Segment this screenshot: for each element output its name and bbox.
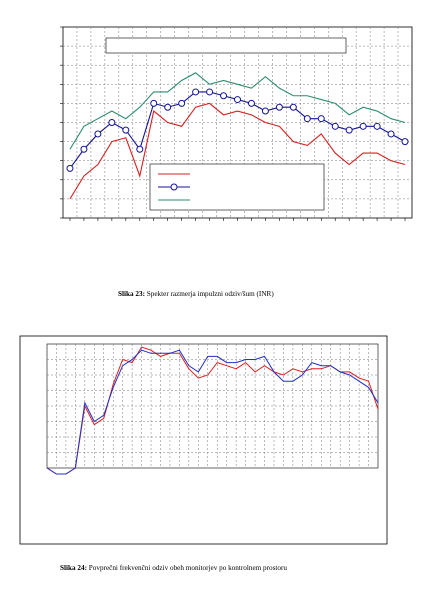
data-point: [317, 115, 325, 123]
caption-label: Slika 24:: [60, 564, 87, 572]
data-point: [387, 130, 395, 138]
data-point: [373, 122, 381, 130]
data-point: [247, 99, 255, 107]
data-point: [206, 88, 214, 96]
caption-slika-24: Slika 24: Povprečni frekvenčni odziv obe…: [60, 564, 287, 572]
series-line-1: [46, 346, 379, 475]
series-line-3: [69, 72, 406, 150]
data-point: [234, 96, 241, 104]
data-point: [303, 115, 311, 123]
data-point: [136, 145, 144, 153]
data-point: [261, 107, 269, 115]
data-point: [275, 103, 283, 111]
caption-slika-23: Slika 23: Spekter razmerja impulzni odzi…: [118, 290, 274, 298]
data-point: [108, 119, 116, 126]
data-point: [164, 103, 172, 111]
data-point: [80, 145, 88, 153]
data-point: [401, 138, 409, 146]
data-point: [122, 126, 130, 134]
data-point: [289, 103, 297, 111]
caption-text: Povprečni frekvenčni odziv obeh monitorj…: [86, 564, 287, 572]
chart-inr-spectrum: [60, 26, 413, 221]
data-point: [150, 99, 158, 107]
caption-label: Slika 23:: [118, 290, 145, 298]
data-point: [220, 92, 228, 100]
caption-text: Spekter razmerja impulzni odziv/šum (INR…: [144, 290, 274, 298]
chart-frequency-response: [19, 335, 388, 545]
data-point: [345, 126, 353, 134]
data-point: [66, 164, 74, 172]
title-box: [105, 37, 347, 54]
data-point: [192, 88, 200, 96]
data-point: [178, 99, 186, 107]
data-point: [331, 122, 339, 130]
chart-frame: [19, 335, 388, 545]
data-point: [94, 130, 102, 138]
series-line-2: [46, 349, 379, 475]
series-line-1: [69, 102, 406, 200]
legend-marker: [170, 183, 178, 191]
data-point: [359, 122, 367, 130]
